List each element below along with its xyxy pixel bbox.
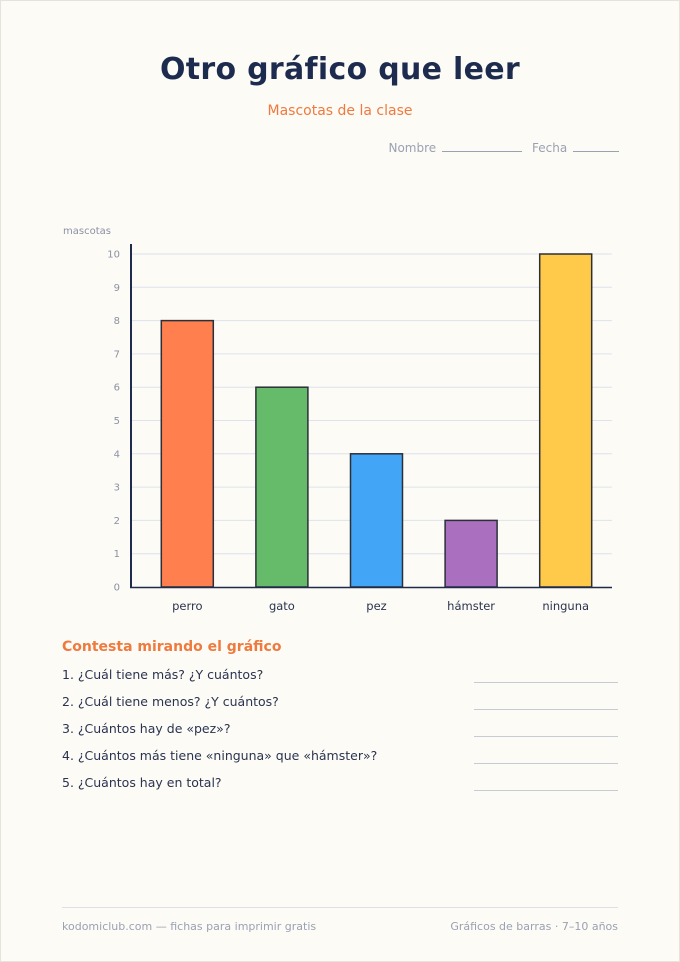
questions-heading: Contesta mirando el gráfico	[62, 639, 282, 655]
y-tick-label: 7	[114, 349, 120, 360]
y-tick-labels: 0 1 2 3 4 5 6 7 8 9 10	[107, 250, 120, 594]
date-field[interactable]: Fecha	[532, 139, 619, 155]
x-tick-label: hámster	[447, 599, 495, 613]
page-subtitle: Mascotas de la clase	[267, 103, 413, 119]
y-tick-label: 5	[114, 416, 120, 427]
y-tick-label: 4	[114, 449, 120, 460]
answer-line[interactable]	[474, 790, 618, 791]
y-tick-label: 10	[107, 250, 120, 261]
y-tick-label: 3	[114, 483, 120, 494]
bar-ninguna	[538, 253, 593, 588]
question-text: 1. ¿Cuál tiene más? ¿Y cuántos?	[62, 667, 264, 682]
question-text: 2. ¿Cuál tiene menos? ¿Y cuántos?	[62, 694, 279, 709]
answer-line[interactable]	[474, 682, 618, 683]
question-text: 4. ¿Cuántos más tiene «ninguna» que «hám…	[62, 748, 378, 763]
date-line	[573, 139, 619, 152]
question-item: 5. ¿Cuántos hay en total?	[62, 775, 618, 795]
y-tick-label: 9	[114, 283, 120, 294]
bar-perro	[160, 319, 215, 588]
bar-gato	[255, 386, 309, 588]
bars	[160, 253, 593, 588]
answer-line[interactable]	[474, 709, 618, 710]
y-tick-label: 1	[114, 549, 120, 560]
footer-site: kodomiclub.com — fichas para imprimir gr…	[62, 920, 317, 933]
y-tick-label: 0	[114, 583, 120, 594]
footer-topic: Gráficos de barras · 7–10 años	[450, 920, 618, 933]
name-line	[441, 139, 522, 152]
y-tick-label: 6	[114, 383, 120, 394]
question-text: 3. ¿Cuántos hay de «pez»?	[62, 721, 231, 736]
y-axis-label: mascotas	[63, 226, 111, 237]
question-item: 4. ¿Cuántos más tiene «ninguna» que «hám…	[62, 748, 618, 768]
x-tick-label: pez	[366, 599, 386, 613]
name-field[interactable]: Nombre	[388, 139, 522, 155]
date-label: Fecha	[531, 141, 568, 155]
question-item: 1. ¿Cuál tiene más? ¿Y cuántos?	[62, 667, 618, 687]
bar-pez	[349, 453, 404, 588]
x-tick-label: gato	[269, 599, 295, 613]
question-item: 3. ¿Cuántos hay de «pez»?	[62, 721, 618, 741]
footer-divider	[62, 907, 618, 908]
answer-line[interactable]	[474, 763, 618, 764]
x-tick-labels: perro gato pez hámster ninguna	[172, 599, 589, 613]
bar-hámster	[444, 519, 498, 588]
page-title: Otro gráfico que leer	[159, 52, 521, 87]
y-tick-label: 8	[114, 316, 120, 327]
name-label: Nombre	[388, 141, 437, 155]
answer-line[interactable]	[474, 736, 618, 737]
question-item: 2. ¿Cuál tiene menos? ¿Y cuántos?	[62, 694, 618, 714]
y-tick-label: 2	[114, 516, 120, 527]
question-text: 5. ¿Cuántos hay en total?	[62, 775, 222, 790]
x-tick-label: ninguna	[542, 599, 589, 613]
name-date-fields: Nombre Fecha	[388, 139, 619, 155]
x-tick-label: perro	[172, 599, 202, 613]
